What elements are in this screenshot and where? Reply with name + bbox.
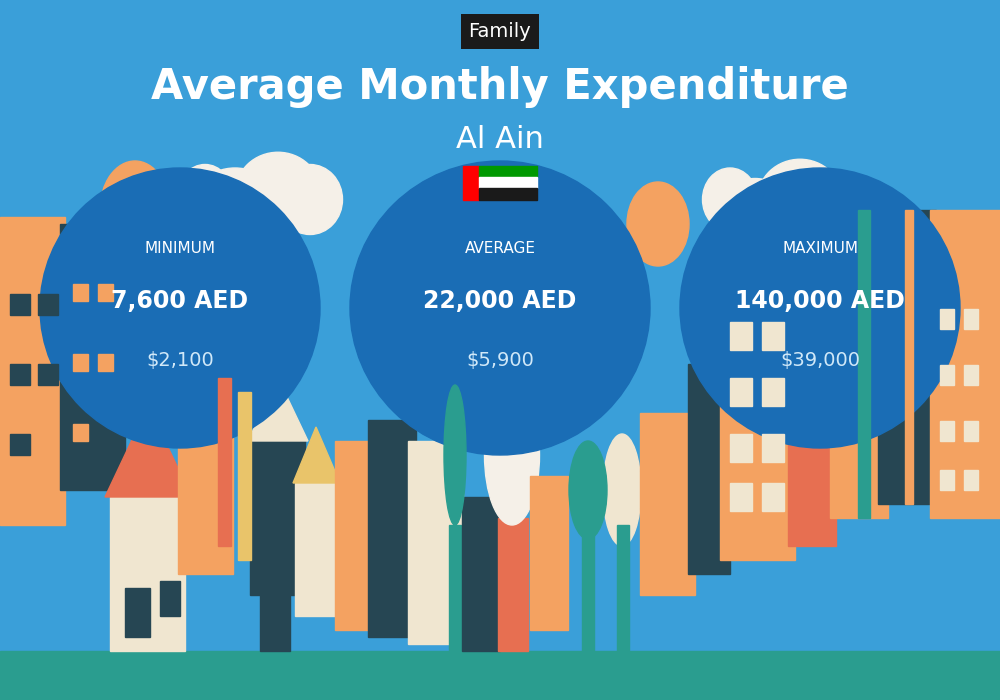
Bar: [830, 210, 888, 518]
Text: Average Monthly Expenditure: Average Monthly Expenditure: [151, 66, 849, 108]
Bar: [498, 518, 528, 651]
Bar: [479, 177, 537, 188]
Bar: [98, 284, 113, 301]
Text: MAXIMUM: MAXIMUM: [782, 241, 858, 256]
Text: 22,000 AED: 22,000 AED: [423, 289, 577, 313]
Ellipse shape: [484, 385, 540, 525]
Bar: [964, 309, 978, 329]
Bar: [479, 188, 537, 199]
Bar: [449, 525, 461, 651]
Bar: [335, 441, 373, 630]
Bar: [940, 421, 954, 441]
Bar: [762, 483, 784, 511]
Text: AVERAGE: AVERAGE: [464, 241, 536, 256]
Bar: [788, 252, 836, 546]
Text: Family: Family: [469, 22, 531, 41]
Ellipse shape: [702, 168, 758, 231]
Bar: [688, 364, 730, 574]
Bar: [940, 365, 954, 385]
Bar: [762, 378, 784, 406]
Bar: [38, 294, 58, 315]
Bar: [530, 476, 568, 630]
Text: $5,900: $5,900: [466, 351, 534, 370]
Bar: [640, 413, 695, 595]
Text: 140,000 AED: 140,000 AED: [735, 289, 905, 313]
Bar: [462, 497, 500, 651]
Text: 7,600 AED: 7,600 AED: [111, 289, 249, 313]
Bar: [878, 210, 936, 504]
Polygon shape: [248, 378, 308, 441]
Bar: [73, 284, 88, 301]
Bar: [250, 441, 305, 595]
Bar: [98, 354, 113, 371]
Bar: [10, 434, 30, 455]
Bar: [0, 217, 65, 525]
Bar: [125, 588, 150, 637]
Bar: [930, 210, 1000, 518]
Bar: [858, 210, 870, 518]
Bar: [178, 385, 233, 574]
Text: $2,100: $2,100: [146, 351, 214, 370]
Bar: [73, 424, 88, 441]
Bar: [160, 581, 180, 616]
Bar: [368, 420, 416, 637]
Bar: [463, 166, 479, 200]
Bar: [940, 470, 954, 490]
Bar: [964, 470, 978, 490]
Bar: [964, 421, 978, 441]
Bar: [479, 166, 537, 177]
Bar: [617, 525, 629, 651]
Ellipse shape: [188, 168, 283, 259]
Ellipse shape: [603, 434, 641, 546]
Ellipse shape: [350, 161, 650, 455]
Bar: [73, 354, 88, 371]
Text: Al Ain: Al Ain: [456, 125, 544, 155]
Bar: [730, 434, 752, 462]
Bar: [940, 309, 954, 329]
Bar: [10, 364, 30, 385]
Bar: [964, 365, 978, 385]
Bar: [720, 252, 795, 560]
Bar: [408, 441, 463, 644]
Polygon shape: [293, 427, 340, 483]
Bar: [582, 525, 594, 651]
Polygon shape: [105, 406, 192, 497]
Ellipse shape: [236, 153, 320, 232]
Bar: [38, 364, 58, 385]
Bar: [110, 497, 185, 651]
Text: $39,000: $39,000: [780, 351, 860, 370]
Bar: [238, 392, 251, 560]
Bar: [730, 378, 752, 406]
Bar: [762, 434, 784, 462]
Bar: [60, 224, 125, 490]
Ellipse shape: [178, 164, 232, 228]
Bar: [10, 294, 30, 315]
Bar: [0, 651, 1000, 700]
Ellipse shape: [810, 175, 870, 238]
Ellipse shape: [680, 168, 960, 448]
Ellipse shape: [444, 385, 466, 525]
Bar: [905, 210, 913, 504]
Ellipse shape: [758, 160, 842, 239]
Bar: [260, 581, 290, 651]
Ellipse shape: [712, 178, 798, 262]
Bar: [218, 378, 231, 546]
Ellipse shape: [569, 441, 607, 539]
Ellipse shape: [40, 168, 320, 448]
Bar: [295, 483, 337, 616]
Bar: [730, 483, 752, 511]
Bar: [730, 322, 752, 350]
Ellipse shape: [278, 164, 342, 235]
Text: MINIMUM: MINIMUM: [144, 241, 216, 256]
Bar: [762, 322, 784, 350]
Ellipse shape: [627, 182, 689, 266]
Ellipse shape: [100, 161, 170, 259]
